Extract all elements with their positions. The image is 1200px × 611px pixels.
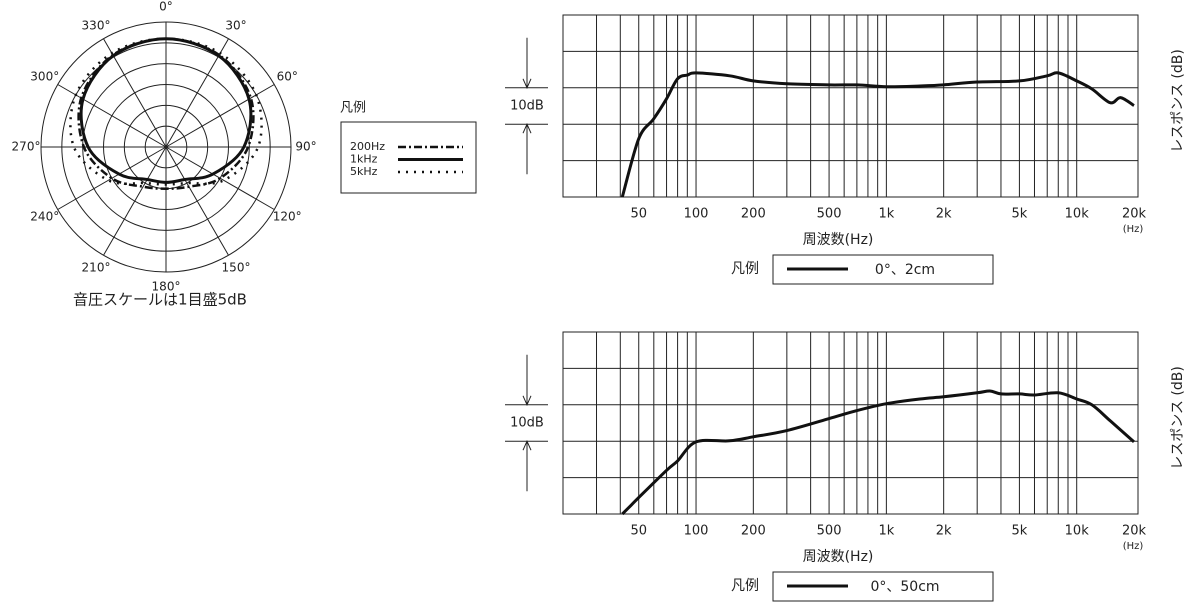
x-tick-label: 10k <box>1065 524 1090 539</box>
legend-label: 0°、2cm <box>875 262 935 278</box>
x-tick-label: 100 <box>684 524 709 539</box>
x-tick-label: 50 <box>630 207 647 222</box>
legend-label: 1kHz <box>350 153 378 166</box>
legend-box <box>772 571 994 602</box>
legend-title: 凡例 <box>340 101 366 116</box>
legend-box <box>340 121 477 194</box>
polar-spoke <box>165 146 229 256</box>
response-curve <box>621 389 1135 516</box>
x-tick-label: 200 <box>741 207 766 222</box>
y-axis-label: レスポンス (dB) <box>1170 366 1186 470</box>
legend-title: 凡例 <box>731 261 759 277</box>
x-tick-label: 500 <box>817 524 842 539</box>
legend-title: 凡例 <box>731 578 759 594</box>
scale-arrowhead <box>522 122 532 134</box>
x-unit: (Hz) <box>1123 541 1144 552</box>
angle-label: 30° <box>225 18 246 32</box>
scale-label: 10dB <box>510 416 544 431</box>
plot-frame <box>562 331 1139 515</box>
x-axis-label: 周波数(Hz) <box>803 232 874 248</box>
legend-label: 0°、50cm <box>870 579 939 595</box>
x-tick-label: 1k <box>878 524 894 539</box>
polar-spoke <box>57 84 167 148</box>
scale-label: 10dB <box>510 99 544 114</box>
polar-spoke <box>165 84 275 148</box>
polar-curve <box>69 37 263 186</box>
x-tick-label: 10k <box>1065 207 1090 222</box>
legend-label: 200Hz <box>350 140 385 153</box>
polar-spoke <box>165 146 275 210</box>
angle-label: 0° <box>159 0 173 14</box>
angle-label: 270° <box>12 140 41 154</box>
polar-curve <box>77 37 255 190</box>
x-tick-label: 200 <box>741 524 766 539</box>
polar-caption: 音圧スケールは1目盛5dB <box>73 291 247 309</box>
angle-label: 210° <box>82 261 111 275</box>
angle-label: 60° <box>277 70 298 84</box>
x-tick-label: 1k <box>878 207 894 222</box>
x-tick-label: 2k <box>936 207 952 222</box>
x-tick-label: 500 <box>817 207 842 222</box>
x-tick-label: 50 <box>630 524 647 539</box>
x-tick-label: 5k <box>1012 524 1028 539</box>
y-axis-label: レスポンス (dB) <box>1170 49 1186 153</box>
scale-arrowhead <box>522 395 532 407</box>
x-axis-label: 周波数(Hz) <box>803 549 874 565</box>
angle-label: 120° <box>273 210 302 224</box>
angle-label: 300° <box>30 70 59 84</box>
polar-spoke <box>103 146 167 256</box>
x-tick-label: 5k <box>1012 207 1028 222</box>
angle-label: 150° <box>222 261 251 275</box>
polar-curve <box>79 37 253 184</box>
x-tick-label: 100 <box>684 207 709 222</box>
angle-label: 180° <box>152 280 181 294</box>
x-tick-label: 20k <box>1122 524 1147 539</box>
x-unit: (Hz) <box>1123 224 1144 235</box>
scale-arrowhead <box>522 439 532 451</box>
legend-box <box>772 254 994 285</box>
x-tick-label: 2k <box>936 524 952 539</box>
legend-label: 5kHz <box>350 165 378 178</box>
angle-label: 330° <box>82 18 111 32</box>
response-curve <box>620 71 1135 198</box>
plot-frame <box>562 14 1139 198</box>
x-tick-label: 20k <box>1122 207 1147 222</box>
polar-spoke <box>57 146 167 210</box>
scale-arrowhead <box>522 78 532 90</box>
angle-label: 90° <box>295 140 316 154</box>
angle-label: 240° <box>30 210 59 224</box>
